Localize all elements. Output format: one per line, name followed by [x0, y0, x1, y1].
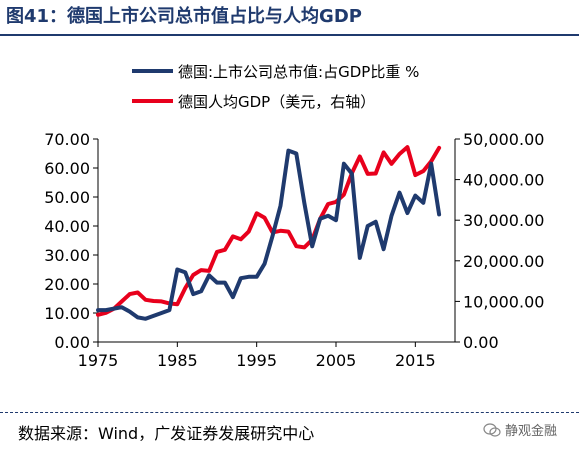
wechat-icon: [483, 422, 501, 437]
y-right-tick-label: 10,000.00: [463, 292, 544, 311]
axes: 0.00 10.00 20.00 30.00 40.00 50.00 60.00 70.00 0…: [44, 130, 544, 370]
y-left-tick-label: 40.00: [44, 217, 90, 236]
x-tick-label: 2015: [395, 351, 436, 370]
y-left-tick-label: 10.00: [44, 304, 90, 323]
source-divider: [0, 412, 579, 413]
y-left-tick-label: 30.00: [44, 246, 90, 265]
y-left-tick-label: 0.00: [54, 333, 90, 352]
legend-label-series-1: 德国:上市公司总市值:占GDP比重 %: [178, 63, 419, 81]
y-left-tick-label: 70.00: [44, 130, 90, 149]
x-tick-label: 1995: [236, 351, 277, 370]
title-underline: [0, 34, 579, 36]
data-lines: [96, 145, 442, 321]
watermark-text: 静观金融: [504, 424, 557, 439]
y-right-tick-label: 40,000.00: [463, 171, 544, 190]
y-right-tick-label: 30,000.00: [463, 211, 544, 230]
y-left-tick-label: 50.00: [44, 188, 90, 207]
x-tick-label: 1985: [157, 351, 198, 370]
legend-label-series-2: 德国人均GDP（美元，右轴）: [178, 93, 375, 111]
legend: 德国:上市公司总市值:占GDP比重 % 德国人均GDP（美元，右轴）: [132, 63, 419, 111]
y-right-tick-label: 0.00: [463, 333, 499, 352]
data-source-note: 数据来源：Wind，广发证券发展研究中心: [18, 424, 315, 443]
figure-title: 图41：德国上市公司总市值占比与人均GDP: [6, 6, 362, 27]
y-right-tick-label: 20,000.00: [463, 252, 544, 271]
series-line-gdp-per-capita: [96, 145, 442, 317]
y-left-tick-label: 60.00: [44, 159, 90, 178]
x-tick-label: 1975: [78, 351, 119, 370]
y-left-tick-label: 20.00: [44, 275, 90, 294]
watermark: 静观金融: [483, 420, 557, 439]
x-tick-label: 2005: [316, 351, 357, 370]
y-right-tick-label: 50,000.00: [463, 130, 544, 149]
series-line-market-cap-ratio: [96, 148, 442, 321]
